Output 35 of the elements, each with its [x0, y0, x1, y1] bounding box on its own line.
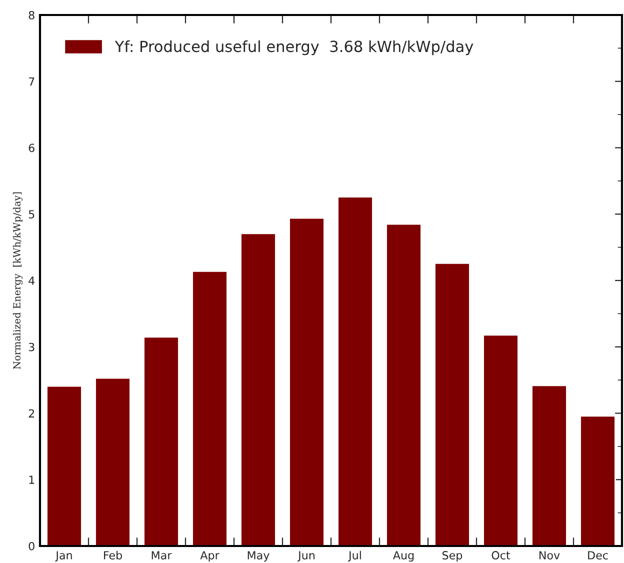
y-tick-label: 3 [28, 342, 34, 352]
x-tick-label: Jan [55, 551, 72, 562]
y-tick-label: 8 [28, 10, 34, 20]
bar [337, 196, 374, 546]
y-tick-label: 5 [28, 210, 34, 219]
bar [94, 377, 131, 546]
bar [482, 334, 519, 546]
bar [240, 232, 276, 546]
y-tick-label: 6 [28, 144, 34, 152]
x-tick-label: Dec [588, 551, 608, 560]
x-tick-label: Feb [104, 550, 122, 560]
y-tick-label: 0 [28, 542, 34, 550]
y-tick-label: 2 [28, 409, 34, 418]
x-tick-label: Oct [492, 551, 510, 560]
bar [386, 223, 422, 546]
bar [143, 336, 180, 546]
x-tick-label: Sep [442, 551, 462, 562]
x-tick-label: Jun [297, 551, 314, 562]
bar [46, 385, 82, 546]
bar [192, 270, 228, 546]
bar [580, 415, 616, 546]
x-tick-label: Mar [152, 551, 172, 560]
x-tick-label: Jul [348, 550, 361, 562]
x-tick-label: May [248, 551, 270, 562]
legend-label: Yf: Produced useful energy 3.68 kWh/kWp/day [114, 40, 474, 56]
x-tick-label: Apr [200, 551, 220, 562]
y-axis-title: Normalized Energy [kWh/kWp/day] [12, 192, 23, 370]
bar [434, 262, 470, 546]
y-tick-label: 1 [29, 476, 34, 484]
bar [531, 384, 568, 546]
x-tick-label: Nov [539, 551, 560, 560]
y-tick-label: 7 [28, 77, 34, 86]
bar [288, 217, 325, 546]
y-tick-label: 4 [28, 276, 35, 285]
x-tick-label: Aug [392, 551, 414, 562]
